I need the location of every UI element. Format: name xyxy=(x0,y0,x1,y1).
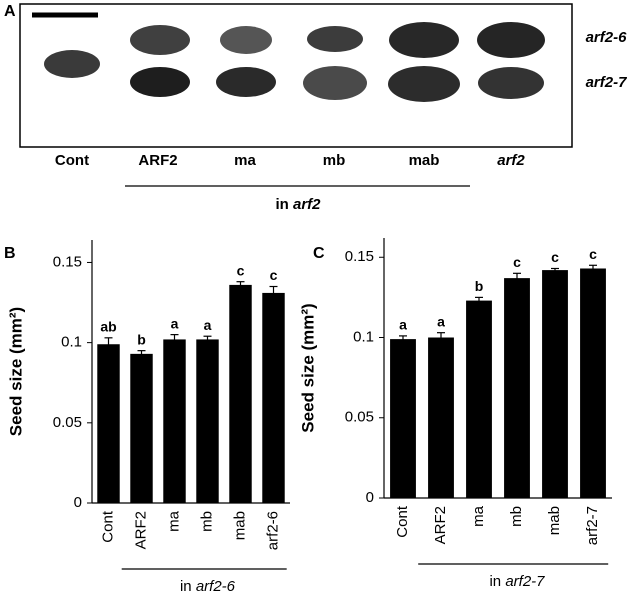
error-bar xyxy=(551,267,559,272)
error-bar xyxy=(104,337,113,351)
x-tick-label: arf2-7 xyxy=(584,506,601,545)
column-label: ARF2 xyxy=(138,152,177,169)
seed xyxy=(388,66,460,102)
seed xyxy=(389,22,459,58)
error-bar xyxy=(589,264,597,272)
group-label: in arf2-7 xyxy=(489,573,545,590)
panel-label: B xyxy=(4,245,16,262)
error-bar xyxy=(170,334,179,345)
bar xyxy=(262,292,285,503)
x-tick-label: ARF2 xyxy=(132,511,149,549)
error-bar xyxy=(269,285,278,300)
seed xyxy=(44,50,100,78)
bar xyxy=(163,339,186,503)
error-bar xyxy=(236,281,245,289)
group-genotype: arf2-7 xyxy=(505,573,545,590)
group-genotype: arf2-6 xyxy=(196,578,236,595)
group-prefix: in xyxy=(180,578,192,595)
y-axis-label: Seed size (mm²) xyxy=(298,303,317,432)
y-tick-label: 0 xyxy=(366,489,374,506)
bar xyxy=(229,284,252,503)
significance-letter: a xyxy=(437,313,445,329)
bar xyxy=(580,268,606,498)
group-label: in arf2 xyxy=(275,196,321,213)
bar xyxy=(504,278,530,498)
error-bar xyxy=(203,335,212,343)
column-label: Cont xyxy=(55,152,89,169)
y-tick-label: 0.15 xyxy=(53,253,82,270)
seed xyxy=(130,25,190,55)
x-tick-label: arf2-6 xyxy=(264,511,281,550)
seed xyxy=(130,67,190,97)
seed xyxy=(477,22,545,58)
error-bar xyxy=(399,335,407,343)
column-label: mab xyxy=(409,152,440,169)
bar xyxy=(466,300,492,498)
column-label: arf2 xyxy=(497,152,525,169)
significance-letter: c xyxy=(589,246,597,262)
bar xyxy=(542,270,568,498)
panel-label: C xyxy=(313,245,325,262)
seeds xyxy=(44,22,545,102)
group-genotype: arf2 xyxy=(293,196,321,213)
row-label: arf2-7 xyxy=(586,74,628,91)
group-label: in arf2-6 xyxy=(180,578,236,595)
y-tick-label: 0.15 xyxy=(345,248,374,265)
y-tick-label: 0 xyxy=(74,494,82,511)
bar xyxy=(390,339,416,498)
y-tick-label: 0.05 xyxy=(345,409,374,426)
significance-letter: ab xyxy=(100,319,116,335)
column-label: ma xyxy=(234,152,256,169)
significance-letter: b xyxy=(137,331,146,347)
x-tick-label: Cont xyxy=(99,510,116,543)
group-prefix: in xyxy=(275,196,288,213)
group-prefix: in xyxy=(489,573,501,590)
column-label: mb xyxy=(323,152,346,169)
x-tick-label: Cont xyxy=(394,505,411,538)
x-tick-label: mab xyxy=(231,511,248,540)
y-tick-label: 0.1 xyxy=(61,334,82,351)
x-tick-label: mb xyxy=(508,506,525,527)
seed xyxy=(220,26,272,54)
seed xyxy=(307,26,363,52)
row-label: arf2-6 xyxy=(586,29,628,46)
y-tick-label: 0.05 xyxy=(53,414,82,431)
significance-letter: b xyxy=(475,278,484,294)
y-tick-label: 0.1 xyxy=(353,328,374,345)
significance-letter: a xyxy=(399,317,407,333)
x-tick-label: mb xyxy=(198,511,215,532)
x-tick-label: ARF2 xyxy=(432,506,449,544)
panel-label: A xyxy=(4,3,16,20)
error-bar xyxy=(437,332,445,343)
significance-letter: a xyxy=(204,317,212,333)
significance-letter: c xyxy=(270,267,278,283)
significance-letter: a xyxy=(171,315,179,331)
seed xyxy=(303,66,367,100)
x-tick-label: mab xyxy=(546,506,563,535)
significance-letter: c xyxy=(237,262,245,278)
bar xyxy=(97,344,120,503)
bar xyxy=(428,337,454,498)
y-axis-label: Seed size (mm²) xyxy=(6,307,25,436)
x-tick-label: ma xyxy=(165,510,182,531)
photo-frame xyxy=(19,3,573,148)
error-bar xyxy=(137,350,146,358)
seed xyxy=(478,67,544,99)
bar xyxy=(196,339,219,503)
x-tick-label: ma xyxy=(470,505,487,526)
error-bar xyxy=(513,272,521,283)
seed xyxy=(216,67,276,97)
bar xyxy=(130,353,153,503)
significance-letter: c xyxy=(513,254,521,270)
significance-letter: c xyxy=(551,249,559,265)
error-bar xyxy=(475,296,483,304)
